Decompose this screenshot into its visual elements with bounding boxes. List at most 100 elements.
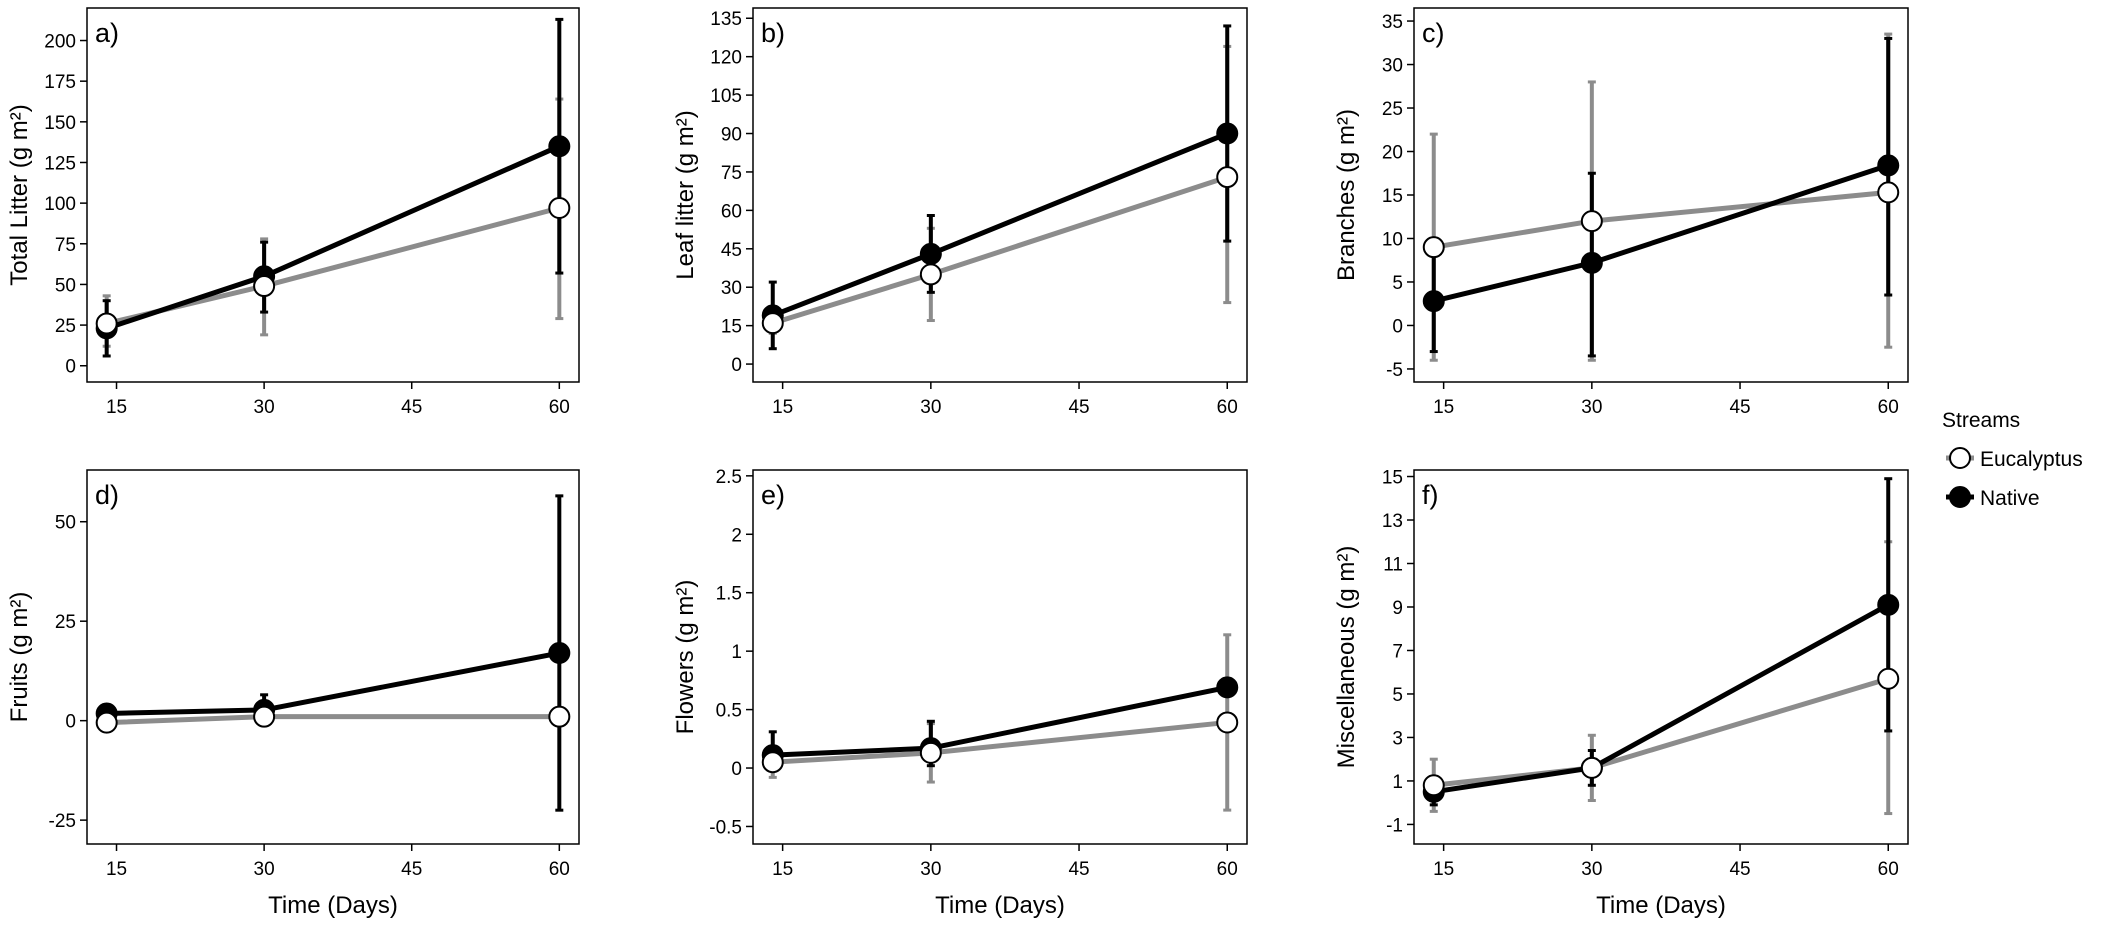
point-eucalyptus bbox=[1216, 711, 1239, 734]
y-tick-label: 175 bbox=[44, 72, 76, 93]
plot-frame bbox=[86, 469, 580, 845]
y-tick-label: -0.5 bbox=[709, 817, 742, 838]
plot-frame bbox=[1413, 7, 1909, 383]
y-axis-title: Total Litter (g m²) bbox=[6, 104, 33, 285]
point-eucalyptus bbox=[919, 263, 942, 286]
panel-4: -25 0 25 50 15 30 45 60 d) Fruits (g m²) Time (Day… bbox=[6, 469, 580, 919]
point-eucalyptus bbox=[761, 751, 784, 774]
x-axis-title: Time (Days) bbox=[268, 892, 398, 919]
y-tick-label: 25 bbox=[55, 612, 76, 633]
y-tick-label: 105 bbox=[710, 86, 742, 107]
y-tick-label: 9 bbox=[1392, 598, 1403, 619]
x-axis-title: Time (Days) bbox=[935, 892, 1065, 919]
x-tick-label: 15 bbox=[772, 397, 793, 418]
series-line-native bbox=[771, 131, 1229, 318]
y-axis-title: Miscellaneous (g m²) bbox=[1333, 546, 1360, 769]
point-native bbox=[548, 642, 571, 665]
legend-title: Streams bbox=[1942, 409, 2020, 432]
panel-1: 0 25 50 75 100 125 150 175 200 15 30 45 60 a) Total Li… bbox=[6, 7, 580, 418]
y-axis-title: Fruits (g m²) bbox=[6, 592, 33, 723]
point-native bbox=[1877, 154, 1900, 177]
y-tick-label: 0 bbox=[65, 357, 76, 378]
x-tick-label: 60 bbox=[549, 397, 570, 418]
y-tick-label: 0 bbox=[731, 759, 742, 780]
panel-2: 0 15 30 45 60 75 90 105 120 135 15 30 45 60 b) Leaf lit… bbox=[672, 7, 1248, 418]
series-line-eucalyptus bbox=[772, 174, 1229, 326]
y-tick-label: 5 bbox=[1392, 273, 1403, 294]
legend-eucalyptus-label: Eucalyptus bbox=[1980, 448, 2083, 471]
y-tick-label: 90 bbox=[721, 125, 742, 146]
plot-frame bbox=[752, 7, 1248, 383]
y-tick-label: 11 bbox=[1383, 555, 1403, 576]
y-tick-label: 0.5 bbox=[716, 701, 742, 722]
point-eucalyptus bbox=[253, 705, 276, 728]
x-tick-label: 30 bbox=[920, 859, 941, 880]
point-eucalyptus bbox=[548, 705, 571, 728]
x-tick-label: 15 bbox=[1433, 859, 1454, 880]
y-tick-label: -25 bbox=[49, 811, 76, 832]
legend-native-label: Native bbox=[1980, 487, 2040, 510]
point-eucalyptus bbox=[95, 711, 118, 734]
y-tick-label: 20 bbox=[1382, 143, 1403, 164]
legend-eucalyptus-marker bbox=[1949, 447, 1971, 469]
x-tick-label: 60 bbox=[1217, 859, 1238, 880]
point-eucalyptus bbox=[1877, 667, 1900, 690]
x-tick-label: 15 bbox=[772, 859, 793, 880]
legend-native-marker bbox=[1949, 486, 1971, 508]
y-tick-label: 135 bbox=[710, 9, 742, 30]
x-tick-label: 60 bbox=[549, 859, 570, 880]
point-native bbox=[1877, 593, 1900, 616]
y-tick-label: 150 bbox=[44, 113, 76, 134]
y-tick-label: 0 bbox=[1392, 316, 1403, 337]
panel-label: e) bbox=[761, 480, 785, 510]
plot-area bbox=[761, 633, 1239, 812]
y-tick-label: 75 bbox=[721, 163, 742, 184]
y-tick-label: 100 bbox=[44, 194, 76, 215]
plot-frame bbox=[1413, 469, 1909, 845]
x-axis-title: Time (Days) bbox=[1596, 892, 1726, 919]
plot-area bbox=[761, 24, 1239, 351]
series-line-native bbox=[105, 143, 561, 331]
y-tick-label: 60 bbox=[721, 201, 742, 222]
x-tick-label: 15 bbox=[106, 397, 127, 418]
y-tick-label: 30 bbox=[721, 278, 742, 299]
point-eucalyptus bbox=[1580, 210, 1603, 233]
y-tick-label: 25 bbox=[55, 316, 76, 337]
x-tick-label: 15 bbox=[106, 859, 127, 880]
x-tick-label: 30 bbox=[254, 397, 275, 418]
x-tick-label: 45 bbox=[1068, 397, 1089, 418]
point-eucalyptus bbox=[761, 312, 784, 335]
point-eucalyptus bbox=[548, 197, 571, 220]
panel-label: a) bbox=[95, 18, 119, 48]
plot-frame bbox=[86, 7, 580, 383]
point-eucalyptus bbox=[1216, 166, 1239, 189]
x-tick-label: 45 bbox=[1068, 859, 1089, 880]
y-tick-label: 2.5 bbox=[716, 467, 742, 488]
y-tick-label: 15 bbox=[721, 317, 742, 338]
point-eucalyptus bbox=[1422, 236, 1445, 259]
panel-5: -0.5 0 0.5 1 1.5 2 2.5 15 30 45 60 e) Flowers (g m²)… bbox=[672, 467, 1248, 919]
y-tick-label: 1 bbox=[1392, 772, 1403, 793]
y-tick-label: 45 bbox=[721, 240, 742, 261]
point-eucalyptus bbox=[1422, 774, 1445, 797]
x-tick-label: 60 bbox=[1878, 397, 1899, 418]
y-tick-label: 13 bbox=[1382, 511, 1403, 532]
y-tick-label: 1.5 bbox=[716, 584, 742, 605]
y-tick-label: 35 bbox=[1382, 12, 1403, 33]
y-tick-label: 15 bbox=[1382, 468, 1403, 489]
y-tick-label: 50 bbox=[55, 275, 76, 296]
x-tick-label: 45 bbox=[1729, 397, 1750, 418]
x-tick-label: 60 bbox=[1217, 397, 1238, 418]
series-line-eucalyptus bbox=[772, 719, 1228, 765]
y-tick-label: 50 bbox=[55, 513, 76, 534]
plot-frame bbox=[752, 469, 1248, 845]
point-native bbox=[919, 242, 942, 265]
series-line-native bbox=[1433, 163, 1890, 304]
y-tick-label: 125 bbox=[44, 153, 76, 174]
point-eucalyptus bbox=[1877, 181, 1900, 204]
x-tick-label: 30 bbox=[1581, 859, 1602, 880]
y-tick-label: 0 bbox=[731, 355, 742, 376]
panel-3: -5 0 5 10 15 20 25 30 35 15 30 45 60 c) Branches (g m²… bbox=[1333, 7, 1909, 418]
y-tick-label: 75 bbox=[55, 235, 76, 256]
